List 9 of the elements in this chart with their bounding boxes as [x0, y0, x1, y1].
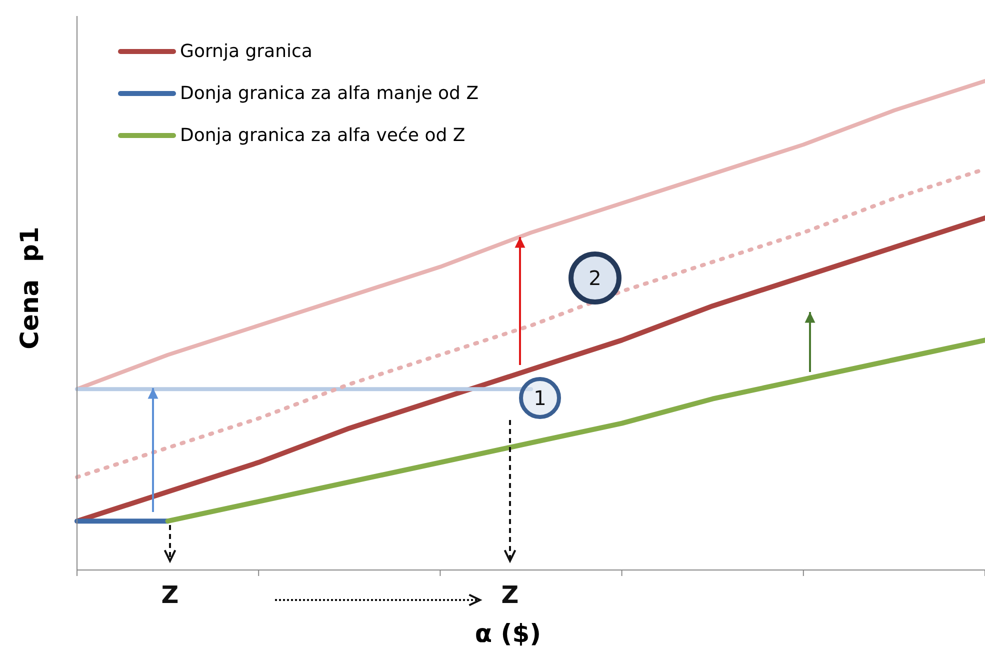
text: Z	[501, 581, 519, 609]
legend-label: Donja granica za alfa manje od Z	[180, 82, 479, 104]
x-axis-title: α ($)	[474, 619, 542, 648]
legend-label: Gornja granica	[180, 40, 312, 62]
legend-label: Donja granica za alfa veće od Z	[180, 124, 466, 146]
text: Z	[161, 581, 179, 609]
y-axis-title: Cena p1	[15, 226, 44, 350]
annotation: 2	[588, 266, 602, 290]
annotation: 1	[534, 386, 546, 410]
